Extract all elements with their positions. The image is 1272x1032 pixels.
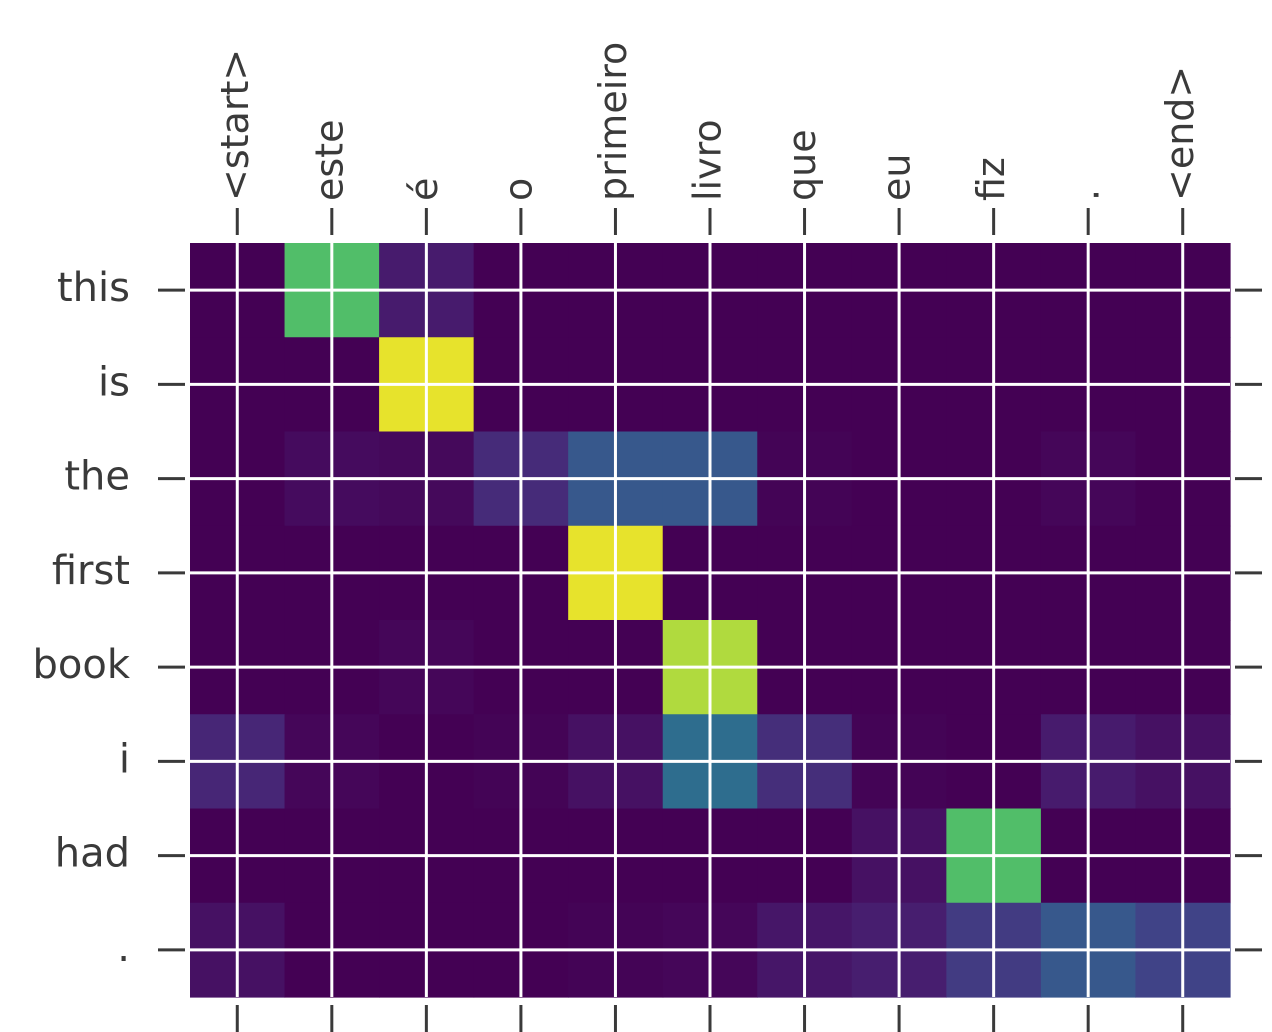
x-axis-labels: <start> este é o primeiro livro que eu fiz. <end> — [213, 42, 1202, 201]
x-tick-label-0: <start> — [213, 49, 257, 201]
x-tick-label-4: primeiro — [591, 42, 635, 201]
y-axis-labels: this is the first book i had. — [33, 265, 131, 971]
y-tick-label-4: book — [33, 642, 131, 688]
x-tick-label-2: é — [402, 178, 446, 201]
y-tick-label-5: i — [119, 736, 130, 782]
x-tick-label-7: eu — [875, 154, 919, 201]
y-tick-label-2: the — [64, 454, 130, 500]
x-tick-label-6: que — [780, 129, 824, 201]
x-tick-label-9: . — [1064, 189, 1108, 201]
x-tick-label-8: fiz — [969, 157, 1013, 201]
x-tick-label-1: este — [307, 120, 351, 201]
y-tick-label-0: this — [57, 265, 130, 311]
x-tick-label-3: o — [496, 178, 540, 201]
x-tick-label-10: <end> — [1158, 66, 1202, 201]
y-tick-label-6: had — [55, 831, 130, 877]
y-tick-label-7: . — [117, 925, 130, 971]
y-tick-label-3: first — [52, 548, 130, 594]
x-tick-label-5: livro — [686, 119, 730, 201]
y-tick-label-1: is — [98, 359, 130, 405]
